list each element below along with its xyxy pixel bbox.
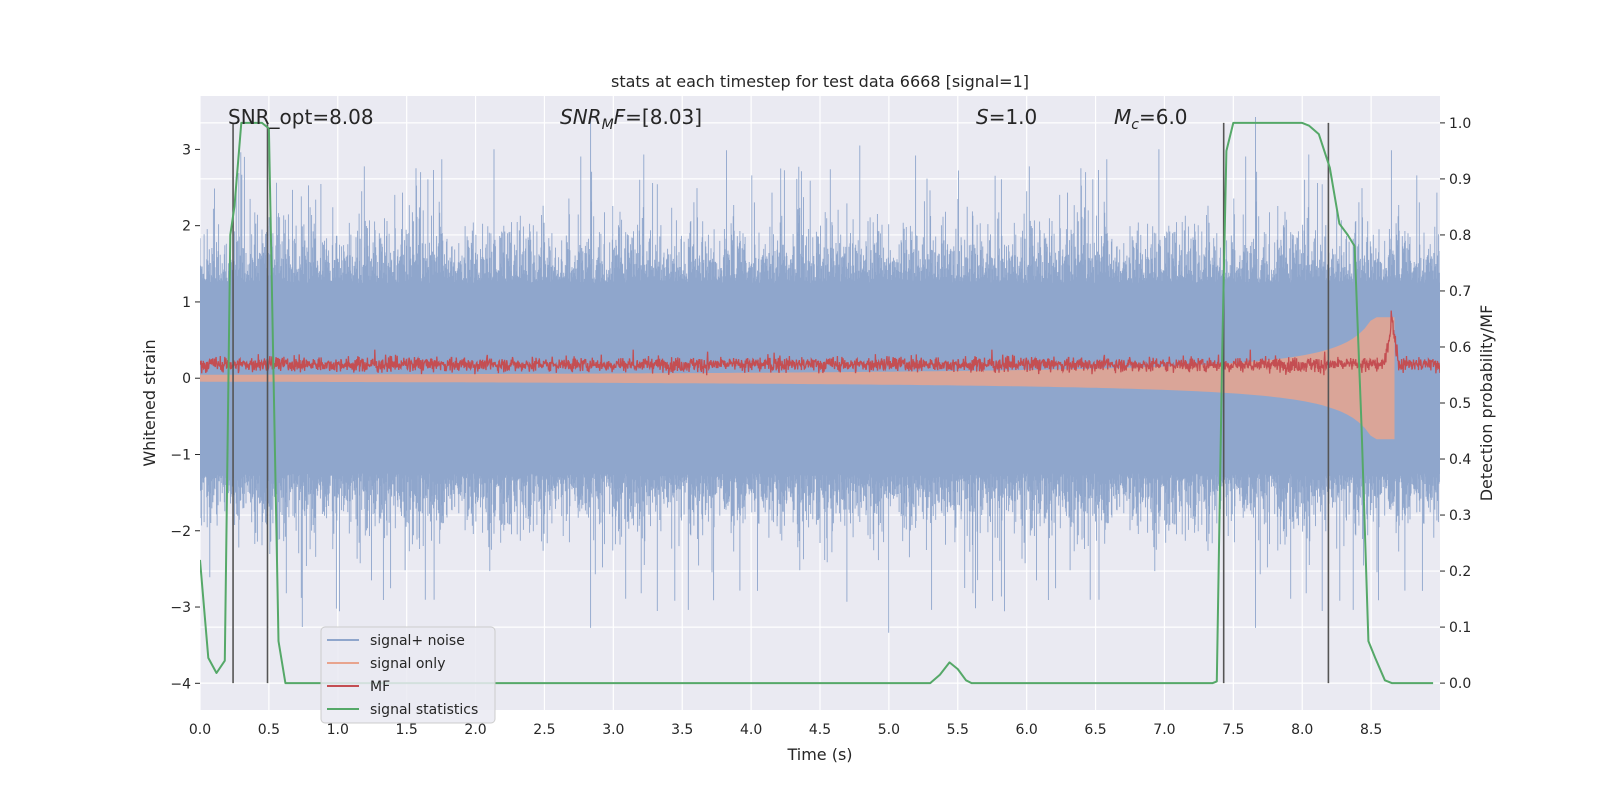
y-tick-label: −3: [170, 600, 191, 616]
y-axis-label: Whitened strain: [140, 339, 159, 466]
mf-trace: [200, 310, 1440, 376]
y-axis-ticks: 3 2 1 0 −1 −2 −3 −4: [170, 142, 200, 692]
plot-area: [200, 117, 1440, 685]
y2-axis-ticks: 1.0 0.9 0.8 0.7 0.6 0.5 0.4 0.3 0.2 0.1 0.0: [1440, 116, 1471, 692]
x-tick-label: 1.0: [327, 722, 349, 738]
signal-statistics-series: [200, 121, 1434, 685]
y-tick-label: 1: [182, 295, 191, 311]
x-tick-label: 6.5: [1084, 722, 1106, 738]
legend: signal+ noise signal only MF signal stat…: [320, 626, 496, 724]
y2-tick-label: 0.9: [1449, 172, 1471, 188]
y-tick-label: −2: [170, 524, 191, 540]
x-tick-label: 5.5: [947, 722, 969, 738]
annotation-snr-mf: SNRMF=[8.03]: [560, 105, 702, 133]
x-tick-label: 7.0: [1153, 722, 1175, 738]
legend-label-signal: signal only: [370, 656, 445, 672]
x-tick-label: 2.5: [533, 722, 555, 738]
x-tick-label: 2.0: [464, 722, 486, 738]
y2-tick-label: 0.2: [1449, 564, 1471, 580]
x-tick-label: 8.5: [1360, 722, 1382, 738]
annotation-mc: Mc=6.0: [1114, 105, 1188, 133]
y2-tick-label: 0.0: [1449, 676, 1471, 692]
x-tick-label: 3.0: [602, 722, 624, 738]
x-axis-ticks: 0.0 0.5 1.0 1.5 2.0 2.5 3.0 3.5 4.0 4.5 5.0 5.5 6.0 6…: [189, 722, 1382, 738]
legend-label-statistics: signal statistics: [370, 702, 478, 718]
legend-label-mf: MF: [370, 679, 390, 695]
y2-tick-label: 0.7: [1449, 284, 1471, 300]
y2-axis-label: Detection probability/MF: [1477, 305, 1496, 502]
y2-tick-label: 0.1: [1449, 620, 1471, 636]
y-tick-label: −4: [170, 676, 191, 692]
x-tick-label: 4.0: [740, 722, 762, 738]
mf-series: [200, 310, 1440, 376]
x-tick-label: 4.5: [809, 722, 831, 738]
x-tick-label: 5.0: [878, 722, 900, 738]
signal-statistics-line: [200, 121, 1434, 685]
x-tick-label: 0.0: [189, 722, 211, 738]
annotation-snr-opt: SNR_opt=8.08: [228, 105, 374, 129]
x-tick-label: 6.0: [1016, 722, 1038, 738]
chart-title: stats at each timestep for test data 666…: [611, 72, 1029, 91]
signal-only-envelope: [200, 317, 1395, 440]
signal-only-series: [200, 317, 1395, 440]
y-tick-label: 3: [182, 142, 191, 158]
x-tick-label: 8.0: [1291, 722, 1313, 738]
y-tick-label: 0: [182, 371, 191, 387]
legend-label-noise: signal+ noise: [370, 633, 465, 649]
y2-tick-label: 0.4: [1449, 452, 1471, 468]
x-tick-label: 7.5: [1222, 722, 1244, 738]
x-axis-label: Time (s): [786, 745, 852, 764]
x-tick-label: 3.5: [671, 722, 693, 738]
y2-tick-label: 0.6: [1449, 340, 1471, 356]
x-tick-label: 0.5: [258, 722, 280, 738]
y-tick-label: 2: [182, 219, 191, 235]
x-tick-label: 1.5: [396, 722, 418, 738]
legend-box: [320, 626, 496, 724]
y2-tick-label: 0.3: [1449, 508, 1471, 524]
detection-markers: [232, 122, 1330, 684]
y2-tick-label: 0.8: [1449, 228, 1471, 244]
y-tick-label: −1: [170, 447, 191, 463]
annotation-s: S=1.0: [976, 105, 1037, 129]
y2-tick-label: 1.0: [1449, 116, 1471, 132]
y2-tick-label: 0.5: [1449, 396, 1471, 412]
